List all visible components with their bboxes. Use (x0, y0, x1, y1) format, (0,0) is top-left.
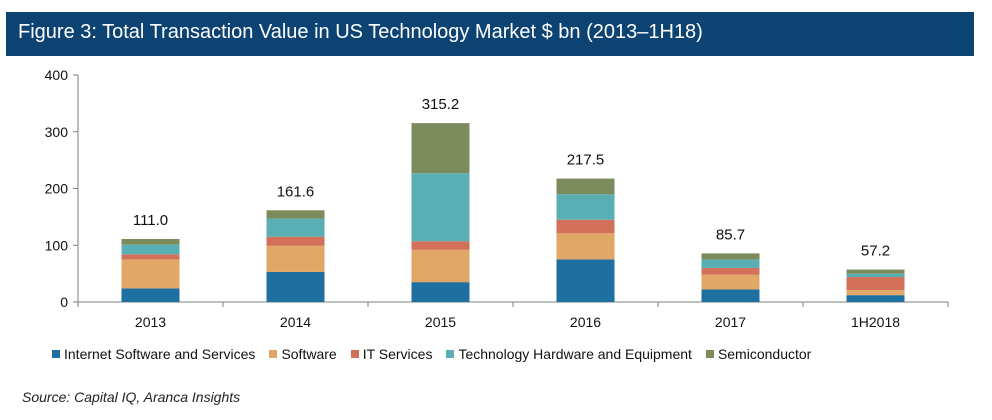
bar-segment (701, 253, 760, 260)
total-label: 217.5 (567, 152, 605, 169)
total-label: 111.0 (133, 212, 168, 229)
bar-segment (266, 245, 325, 272)
total-label: 315.2 (422, 96, 460, 113)
bar-segment (556, 178, 615, 195)
bar-segment (411, 123, 470, 174)
chart-title: Figure 3: Total Transaction Value in US … (18, 21, 703, 43)
bar-segment (701, 267, 760, 275)
bar-segment (266, 218, 325, 237)
bar-segment (266, 210, 325, 219)
legend-item: Semiconductor (705, 346, 812, 362)
legend-item: Technology Hardware and Equipment (446, 346, 692, 362)
bar-segment (846, 273, 905, 278)
bar-segment (556, 259, 615, 302)
bar-segment (121, 244, 180, 255)
y-tick-label: 100 (45, 237, 69, 253)
legend-label: Internet Software and Services (64, 346, 256, 362)
legend-swatch (446, 350, 455, 358)
legend-label: IT Services (362, 346, 433, 362)
bar-segment (846, 295, 905, 302)
x-tick-label: 2016 (570, 314, 601, 330)
bar-segment (701, 259, 760, 268)
y-tick-label: 200 (45, 181, 69, 197)
bar-segment (846, 290, 905, 296)
x-tick-label: 2013 (135, 314, 166, 330)
stacked-bar-chart: 0 100 200 300 400 111.0 2013 161.6 2014 315.2 2015… (45, 67, 949, 330)
source-note: Source: Capital IQ, Aranca Insights (22, 389, 241, 405)
chart-legend: Internet Software and Services Software IT… (52, 345, 825, 363)
y-tick-label: 400 (45, 67, 69, 83)
legend-label: Software (281, 346, 337, 362)
x-tick-label: 2014 (280, 314, 311, 330)
y-tick-label: 0 (60, 294, 68, 310)
legend-label: Semiconductor (717, 346, 812, 362)
legend-swatch (705, 350, 714, 358)
total-label: 57.2 (861, 243, 890, 260)
bar-segment (556, 194, 615, 220)
legend-swatch (269, 350, 278, 358)
x-tick-label: 2015 (425, 314, 456, 330)
legend-swatch (350, 350, 359, 358)
legend-item: IT Services (350, 346, 433, 362)
bar-segment (411, 249, 470, 283)
bar-segment (121, 259, 180, 289)
total-label: 161.6 (277, 183, 315, 200)
bar-segment (411, 241, 470, 250)
bar-segment (411, 173, 470, 242)
bar-segment (121, 239, 180, 245)
bar-segment (266, 236, 325, 246)
bar-segment (556, 219, 615, 234)
bar-segment (556, 233, 615, 260)
legend-item: Software (269, 346, 337, 362)
bar-segment (411, 282, 470, 302)
y-tick-label: 300 (45, 124, 69, 140)
x-tick-label: 2017 (715, 314, 746, 330)
bar-segment (701, 289, 760, 302)
legend-swatch (52, 350, 60, 358)
legend-label: Technology Hardware and Equipment (458, 346, 692, 362)
total-label: 85.7 (716, 226, 745, 243)
bar-segment (121, 254, 180, 260)
bar-segment (121, 288, 180, 302)
bar-segment (846, 277, 905, 291)
bar-segment (846, 269, 905, 274)
bar-segment (701, 274, 760, 290)
legend-item: Internet Software and Services (52, 346, 255, 362)
x-tick-label: 1H2018 (851, 314, 900, 330)
title-bar: Figure 3: Total Transaction Value in US … (6, 12, 974, 56)
bar-segment (266, 271, 325, 302)
